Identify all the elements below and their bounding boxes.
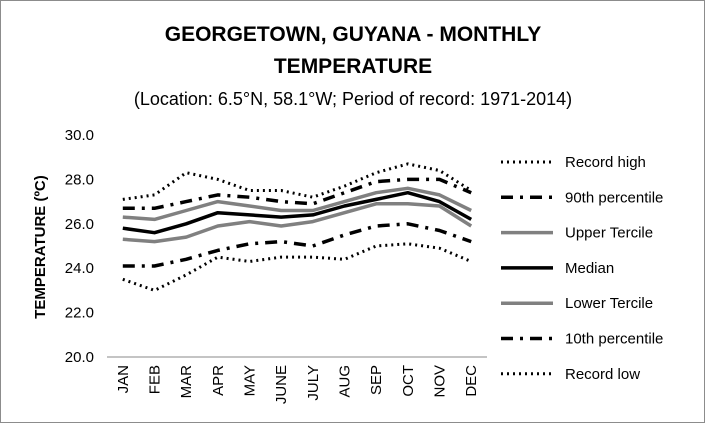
- y-tick-label: 30.0: [65, 127, 94, 144]
- x-tick-label: NOV: [432, 365, 449, 398]
- legend: Record high 90th percentile Upper Tercile M…: [501, 154, 663, 383]
- legend-label: Record low: [565, 366, 640, 383]
- y-tick-label: 20.0: [65, 349, 94, 366]
- series-line-record-high: [122, 162, 473, 201]
- axes: 20.0 22.0 24.0 26.0 28.0 30.0 JAN FEB MAR APR MAY J…: [65, 127, 487, 404]
- y-tick-label: 28.0: [65, 171, 94, 188]
- legend-label: 10th percentile: [565, 331, 663, 348]
- x-tick-label: JAN: [115, 365, 132, 393]
- chart-title-line1: GEORGETOWN, GUYANA - MONTHLY: [165, 23, 541, 46]
- series-line-10th-percentile: [122, 222, 472, 268]
- x-tick-label: FEB: [147, 365, 164, 394]
- y-tick-label: 26.0: [65, 216, 94, 233]
- y-tick-label: 22.0: [65, 305, 94, 322]
- series-line-90th-percentile: [122, 177, 472, 211]
- legend-label: Lower Tercile: [565, 295, 653, 312]
- x-tick-label: SEP: [368, 365, 385, 395]
- series-line-lower-tercile: [122, 202, 473, 244]
- series-line-record-low: [122, 242, 472, 292]
- x-tick-label: JUNE: [273, 365, 290, 404]
- x-tick-label: JULY: [305, 365, 322, 401]
- legend-label: Median: [565, 260, 614, 277]
- x-tick-label: DEC: [463, 365, 480, 397]
- series-layer: [122, 162, 473, 292]
- x-tick-label: OCT: [400, 365, 417, 397]
- x-tick-label: MAR: [178, 365, 195, 399]
- series-line-upper-tercile: [122, 186, 472, 222]
- chart-title-line2: TEMPERATURE: [274, 55, 432, 78]
- legend-label: Upper Tercile: [565, 225, 653, 242]
- y-tick-label: 24.0: [65, 260, 94, 277]
- legend-label: 90th percentile: [565, 189, 663, 206]
- series-line-median: [122, 190, 473, 235]
- chart-subtitle: (Location: 6.5°N, 58.1°W; Period of reco…: [134, 89, 572, 109]
- x-tick-label: MAY: [242, 365, 259, 396]
- x-tick-label: AUG: [337, 365, 354, 398]
- y-axis-label: TEMPERATURE (ºC): [32, 175, 49, 319]
- x-tick-label: APR: [210, 365, 227, 396]
- legend-label: Record high: [565, 154, 646, 171]
